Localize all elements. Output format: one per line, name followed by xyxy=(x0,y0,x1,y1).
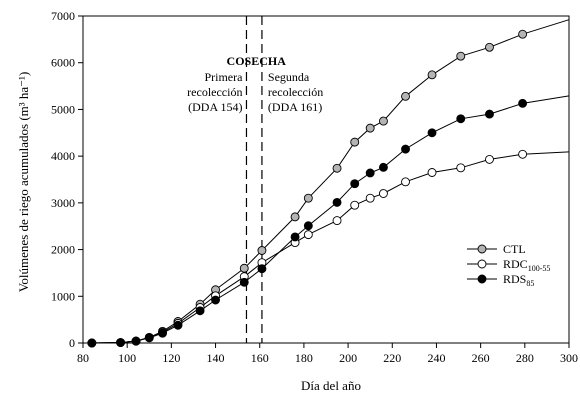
data-point-rds85 xyxy=(365,168,375,178)
data-point-rds85 xyxy=(116,338,126,347)
data-point-rds85 xyxy=(131,336,141,346)
data-point-rds85 xyxy=(303,221,313,231)
series-line-rdc100-55 xyxy=(91,151,570,344)
data-point-rds85 xyxy=(195,306,205,316)
harvest-lines xyxy=(245,16,263,343)
y-axis-title: Volúmenes de riego acumulados (m³ ha⁻¹) xyxy=(16,72,31,293)
legend-label-ctl: CTL xyxy=(503,242,526,256)
data-point-rds85 xyxy=(239,277,249,287)
series-line-rds85 xyxy=(91,95,570,344)
series-line-ctl xyxy=(91,19,570,344)
harvest-title: COSECHA xyxy=(227,54,287,68)
x-tick-label: 160 xyxy=(251,351,269,365)
first-harvest-line-3: (DDA 154) xyxy=(188,100,242,114)
y-tick-label: 5000 xyxy=(51,102,75,116)
data-point-rds85 xyxy=(518,98,528,108)
data-point-rdc100-55 xyxy=(332,216,342,226)
plot-border xyxy=(82,15,570,344)
data-point-rdc100-55 xyxy=(456,163,466,173)
data-point-rdc100-55 xyxy=(401,177,410,187)
data-point-rds85 xyxy=(87,338,97,348)
first-harvest-line-2: recolección xyxy=(187,85,242,99)
data-point-ctl xyxy=(365,123,375,133)
data-point-rdc100-55 xyxy=(303,230,313,240)
data-point-rds85 xyxy=(401,144,410,154)
x-tick-label: 300 xyxy=(560,351,578,365)
data-point-ctl xyxy=(485,42,494,52)
data-point-rdc100-55 xyxy=(378,189,388,198)
data-point-rdc100-55 xyxy=(365,193,375,203)
data-point-rds85 xyxy=(257,264,267,274)
data-point-ctl xyxy=(427,70,437,80)
data-point-rds85 xyxy=(485,109,494,119)
x-tick-label: 200 xyxy=(339,351,357,365)
first-harvest-line-1: Primera xyxy=(204,70,243,84)
y-tick-label: 3000 xyxy=(51,196,75,210)
data-point-rds85 xyxy=(173,320,183,330)
data-point-rdc100-55 xyxy=(350,200,360,210)
data-point-ctl xyxy=(290,212,300,222)
legend-label-rds85: RDS85 xyxy=(503,272,534,288)
data-point-ctl xyxy=(303,193,313,203)
second-harvest-line-1: Segunda xyxy=(268,70,310,84)
data-point-rds85 xyxy=(158,328,167,338)
y-tick-label: 6000 xyxy=(51,56,75,70)
y-tick-label: 0 xyxy=(69,336,75,350)
legend-marker-rdc100-55 xyxy=(477,259,487,269)
legend-marker-rds85 xyxy=(477,274,487,284)
y-tick-label: 4000 xyxy=(51,149,75,163)
series-lines xyxy=(91,19,570,344)
y-tick-label: 1000 xyxy=(51,289,75,303)
data-point-rds85 xyxy=(332,197,342,207)
data-point-ctl xyxy=(456,51,466,61)
data-point-rdc100-55 xyxy=(518,149,528,159)
x-tick-label: 120 xyxy=(162,351,180,365)
data-point-rds85 xyxy=(427,128,437,138)
y-tick-label: 2000 xyxy=(51,243,75,257)
data-point-rdc100-55 xyxy=(427,168,437,177)
data-point-ctl xyxy=(257,246,267,255)
data-point-rdc100-55 xyxy=(485,154,494,164)
data-point-rds85 xyxy=(144,333,154,343)
series-points xyxy=(87,29,528,348)
legend-label-rdc100-55: RDC100-55 xyxy=(503,257,550,273)
data-point-rds85 xyxy=(350,179,360,189)
second-harvest-line-2: recolección xyxy=(268,85,323,99)
data-point-ctl xyxy=(239,263,249,273)
legend-label-subscript: 100-55 xyxy=(528,264,551,273)
x-tick-label: 180 xyxy=(295,351,313,365)
x-tick-label: 260 xyxy=(472,351,490,365)
x-axis-ticks: 80 100 120 140 160 180 200 220 240 260 280 300 xyxy=(77,343,578,365)
x-tick-label: 280 xyxy=(516,351,534,365)
legend-marker-ctl xyxy=(477,244,487,254)
x-tick-label: 100 xyxy=(118,351,136,365)
x-tick-label: 140 xyxy=(207,351,225,365)
data-point-ctl xyxy=(332,163,342,173)
data-point-rds85 xyxy=(456,114,466,124)
plot-frame xyxy=(82,15,570,344)
x-tick-label: 80 xyxy=(77,351,89,365)
x-tick-label: 220 xyxy=(383,351,401,365)
x-tick-label: 240 xyxy=(427,351,445,365)
data-point-rds85 xyxy=(290,232,300,242)
data-point-ctl xyxy=(378,116,388,126)
data-point-rds85 xyxy=(378,162,388,172)
x-axis-title: Día del año xyxy=(301,378,361,393)
second-harvest-line-3: (DDA 161) xyxy=(268,100,322,114)
y-axis-ticks: 0 1000 2000 3000 4000 5000 6000 7000 xyxy=(51,9,83,350)
data-point-rds85 xyxy=(211,295,220,305)
harvest-annotations: COSECHA Primera recolección (DDA 154) Se… xyxy=(187,54,323,114)
data-point-ctl xyxy=(350,137,360,147)
data-point-ctl xyxy=(518,29,528,39)
y-tick-label: 7000 xyxy=(51,9,75,23)
legend-label-subscript: 85 xyxy=(526,279,534,288)
data-point-ctl xyxy=(401,91,410,101)
